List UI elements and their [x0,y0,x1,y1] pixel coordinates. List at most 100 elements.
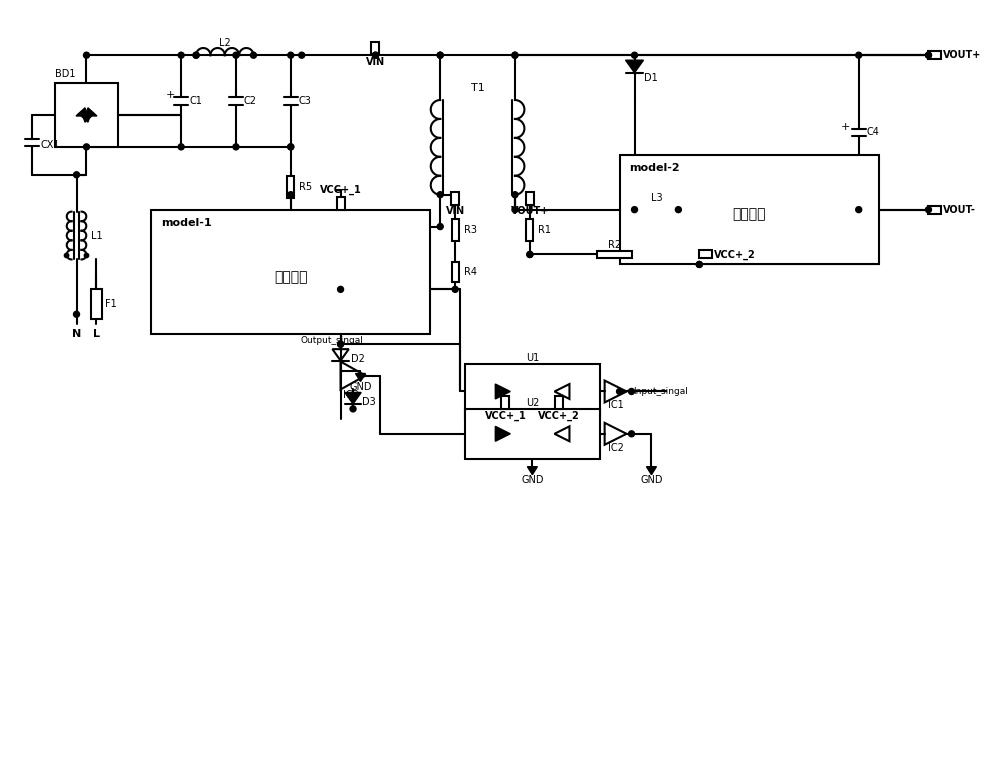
Circle shape [452,287,458,292]
Circle shape [512,192,518,198]
Circle shape [288,52,294,58]
Text: CX1: CX1 [41,140,60,150]
Bar [465,409,600,459]
Text: C3: C3 [299,96,312,106]
Text: VCC+_2: VCC+_2 [538,411,580,421]
Text: VCC+_1: VCC+_1 [485,411,526,421]
Text: BD1: BD1 [55,69,75,79]
Polygon shape [76,108,88,116]
Circle shape [233,52,239,58]
Text: N: N [72,330,81,339]
Text: C2: C2 [244,96,257,106]
Bar [55,83,118,147]
Text: VCC+_2: VCC+_2 [714,249,756,259]
Text: R5: R5 [299,182,312,192]
Bar [620,155,879,264]
Polygon shape [646,467,656,474]
Bar [287,176,294,198]
Circle shape [675,206,681,213]
Circle shape [925,52,931,58]
Text: R1: R1 [538,224,551,234]
Text: VOUT-: VOUT- [943,205,976,215]
Circle shape [437,52,443,58]
Text: model-2: model-2 [630,163,680,173]
Bar [526,192,534,205]
Circle shape [74,312,80,317]
Circle shape [250,52,256,58]
Circle shape [288,144,294,150]
Text: D2: D2 [351,354,364,364]
Circle shape [74,172,80,178]
Circle shape [856,206,862,213]
Bar [151,210,430,334]
Bar [526,219,533,241]
Bar [91,289,102,319]
Bar [465,364,600,419]
Polygon shape [527,467,537,474]
Circle shape [288,192,294,198]
Text: Output_singal: Output_singal [301,336,364,344]
Circle shape [288,144,294,150]
Text: GND: GND [640,475,663,485]
Text: GND: GND [521,475,544,485]
Circle shape [83,144,89,150]
Text: IC2: IC2 [608,442,624,453]
Text: VIN: VIN [446,206,465,216]
Text: GND: GND [349,382,372,392]
Circle shape [178,144,184,150]
Text: F1: F1 [105,299,117,309]
Text: L3: L3 [651,193,662,203]
Text: model-1: model-1 [161,217,212,227]
Polygon shape [495,384,510,399]
Text: U1: U1 [526,353,539,363]
Text: IC3: IC3 [343,390,358,400]
Circle shape [696,262,702,267]
Circle shape [338,287,344,292]
Circle shape [617,389,623,394]
Bar [928,206,941,213]
Text: C4: C4 [867,128,880,137]
Polygon shape [85,108,97,116]
Text: R4: R4 [464,267,477,277]
Circle shape [83,52,89,58]
Circle shape [437,52,443,58]
Circle shape [64,253,69,258]
Circle shape [629,431,635,437]
Circle shape [437,224,443,230]
Circle shape [299,52,305,58]
Circle shape [84,253,89,258]
Bar [452,219,459,241]
Polygon shape [345,393,361,404]
Polygon shape [356,374,365,382]
Text: VOUT+: VOUT+ [511,206,549,216]
Circle shape [632,52,638,58]
Circle shape [527,252,533,258]
Bar [451,192,459,205]
Text: +: + [165,90,175,100]
Text: VOUT+: VOUT+ [943,50,982,60]
Text: VCC+_1: VCC+_1 [320,185,361,196]
Circle shape [372,52,378,58]
Polygon shape [79,114,91,122]
Circle shape [372,52,378,58]
Circle shape [925,52,931,58]
Polygon shape [626,60,643,72]
Text: L2: L2 [219,38,231,48]
Text: VIN: VIN [366,57,385,67]
Text: T1: T1 [471,83,484,93]
Bar [337,196,345,210]
Text: L1: L1 [91,231,103,241]
Circle shape [193,52,199,58]
Circle shape [338,341,344,347]
Text: IC1: IC1 [608,400,623,411]
Bar [555,396,563,409]
Text: +: + [841,122,850,132]
Polygon shape [82,114,94,122]
Text: 控制电路: 控制电路 [274,270,307,284]
Circle shape [233,144,239,150]
Text: U2: U2 [526,398,539,408]
Circle shape [696,262,702,267]
Text: R2: R2 [608,239,621,249]
Circle shape [527,252,533,258]
Polygon shape [495,426,510,441]
